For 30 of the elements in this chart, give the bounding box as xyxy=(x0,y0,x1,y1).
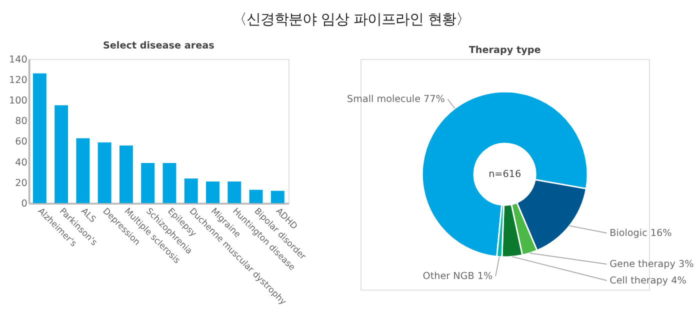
text: 〈신경학분야 임상 파이프라인 현황〉 xyxy=(232,12,470,28)
bar xyxy=(228,182,242,204)
slice-label: Cell therapy 4% xyxy=(610,275,686,286)
slice-label: Other NGB 1% xyxy=(422,271,493,282)
y-tick-label: 40 xyxy=(15,157,28,168)
slice-label: Gene therapy 3% xyxy=(610,259,694,270)
slice-label: Small molecule 77% xyxy=(346,94,445,106)
bar xyxy=(32,73,46,204)
bar xyxy=(249,190,263,204)
bar xyxy=(184,178,198,204)
chart-subtitle: Therapy type xyxy=(468,45,542,56)
y-tick-label: 60 xyxy=(15,136,28,148)
y-tick-label: 0 xyxy=(21,198,28,210)
text: n=616 xyxy=(488,169,522,180)
y-tick-label: 140 xyxy=(9,54,28,66)
bar xyxy=(98,142,112,204)
chart-subtitle: Select disease areas xyxy=(103,40,215,52)
donut-slice xyxy=(422,91,588,258)
y-tick-label: 100 xyxy=(9,96,28,107)
bar xyxy=(76,138,90,204)
slice-label: Biologic 16% xyxy=(610,228,672,239)
bar xyxy=(54,105,68,204)
bar xyxy=(206,182,220,204)
bar xyxy=(270,190,284,204)
y-tick-label: 80 xyxy=(15,116,28,128)
y-tick-label: 20 xyxy=(15,178,28,189)
bar xyxy=(119,145,133,204)
bar xyxy=(141,162,155,204)
y-tick-label: 120 xyxy=(9,74,28,86)
bar xyxy=(162,162,176,204)
